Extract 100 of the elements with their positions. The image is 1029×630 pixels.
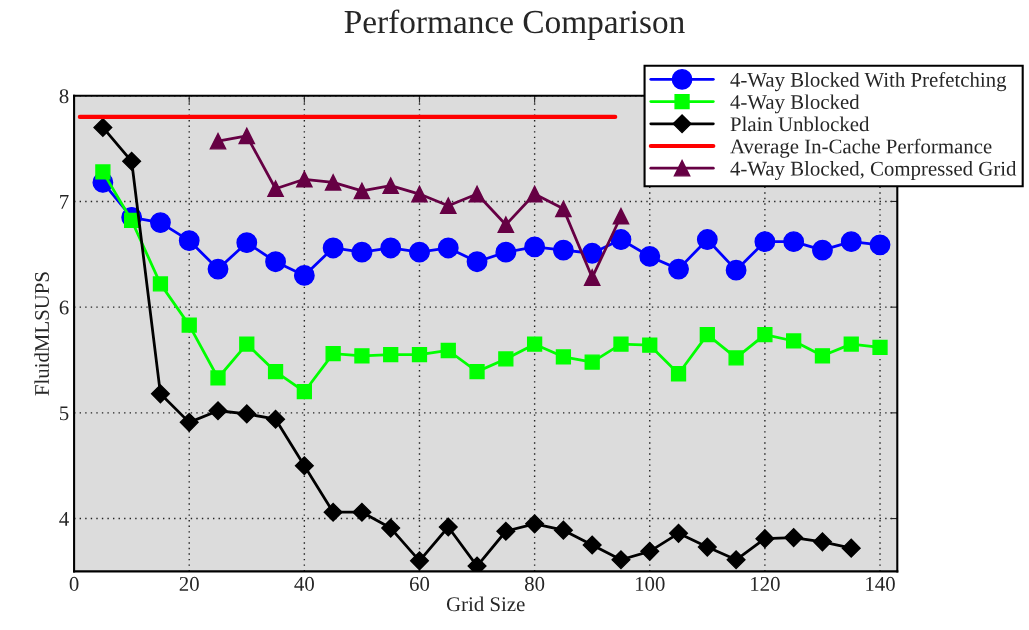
point bbox=[381, 518, 401, 538]
legend-label: 4-Way Blocked, Compressed Grid bbox=[730, 161, 1017, 180]
x-tick-label: 120 bbox=[751, 576, 780, 591]
point bbox=[497, 216, 515, 234]
point bbox=[152, 276, 169, 292]
point bbox=[469, 363, 485, 380]
point bbox=[353, 182, 371, 200]
point bbox=[583, 269, 601, 286]
point bbox=[812, 239, 833, 261]
x-tick-label: 140 bbox=[866, 576, 895, 591]
point bbox=[150, 384, 170, 404]
point bbox=[584, 354, 600, 370]
point bbox=[383, 347, 399, 363]
point bbox=[325, 346, 341, 362]
point bbox=[239, 336, 255, 352]
point bbox=[296, 384, 312, 400]
point bbox=[755, 529, 775, 549]
point bbox=[351, 241, 373, 263]
point bbox=[93, 117, 113, 138]
point bbox=[439, 197, 457, 215]
point bbox=[178, 230, 200, 251]
x-tick-label: 80 bbox=[525, 576, 545, 591]
point bbox=[555, 200, 572, 218]
point bbox=[267, 180, 284, 198]
point bbox=[267, 363, 284, 380]
legend-label: 4-Way Blocked bbox=[730, 94, 860, 114]
point bbox=[466, 251, 488, 273]
point bbox=[524, 236, 546, 258]
point bbox=[323, 502, 343, 522]
point bbox=[411, 347, 428, 363]
point bbox=[382, 177, 400, 194]
point bbox=[582, 535, 602, 555]
x-tick-label: 0 bbox=[69, 576, 79, 591]
point bbox=[296, 170, 313, 188]
point bbox=[293, 265, 315, 286]
point bbox=[210, 370, 226, 386]
point bbox=[352, 502, 372, 522]
point bbox=[440, 342, 456, 359]
point bbox=[526, 185, 543, 203]
x-tick-label: 20 bbox=[179, 576, 199, 591]
point bbox=[553, 520, 573, 540]
point bbox=[668, 258, 689, 280]
point bbox=[208, 401, 228, 421]
point bbox=[786, 333, 802, 349]
point bbox=[699, 327, 715, 343]
point bbox=[209, 132, 227, 150]
point bbox=[613, 336, 629, 352]
point bbox=[784, 528, 804, 548]
point bbox=[324, 174, 342, 191]
x-axis-title: Grid Size bbox=[446, 596, 525, 612]
point bbox=[150, 212, 171, 234]
point bbox=[526, 336, 543, 352]
x-tick-label: 100 bbox=[635, 576, 665, 591]
point bbox=[841, 538, 861, 558]
point bbox=[726, 550, 746, 570]
point bbox=[581, 242, 603, 264]
x-tick-label: 40 bbox=[294, 576, 314, 591]
x-tick-label: 60 bbox=[409, 576, 430, 591]
point bbox=[468, 185, 486, 203]
point bbox=[555, 349, 572, 365]
point bbox=[728, 350, 744, 366]
legend-label: Average In-Cache Performance bbox=[730, 138, 992, 158]
point bbox=[869, 234, 891, 256]
point bbox=[380, 237, 402, 259]
point bbox=[840, 231, 862, 253]
point bbox=[697, 537, 717, 557]
point bbox=[639, 246, 661, 267]
point bbox=[179, 412, 199, 432]
point bbox=[611, 550, 631, 570]
point bbox=[95, 164, 111, 180]
point bbox=[237, 404, 257, 424]
point bbox=[265, 251, 286, 273]
point bbox=[814, 348, 831, 364]
point bbox=[610, 229, 632, 250]
point bbox=[496, 521, 516, 541]
point bbox=[552, 239, 574, 261]
point bbox=[872, 339, 888, 355]
point bbox=[642, 337, 658, 353]
point bbox=[354, 348, 370, 364]
point bbox=[266, 409, 286, 429]
point bbox=[640, 541, 660, 561]
point bbox=[525, 514, 545, 534]
point bbox=[238, 127, 256, 145]
point bbox=[670, 366, 687, 382]
point bbox=[783, 231, 805, 253]
y-tick-label: 8 bbox=[59, 89, 69, 104]
point bbox=[812, 532, 832, 552]
point bbox=[757, 327, 773, 343]
legend-label: Plain Unblocked bbox=[730, 116, 870, 132]
y-tick-label: 5 bbox=[60, 406, 69, 421]
point bbox=[437, 237, 459, 259]
point bbox=[122, 151, 142, 171]
y-tick-label: 4 bbox=[59, 512, 69, 526]
legend-label: 4-Way Blocked With Prefetching bbox=[730, 72, 1007, 92]
y-axis-title: FluidMLSUPS bbox=[34, 272, 50, 396]
point bbox=[612, 207, 630, 225]
point bbox=[696, 229, 718, 250]
point bbox=[409, 551, 430, 571]
y-tick-label: 7 bbox=[60, 195, 69, 209]
point bbox=[843, 336, 859, 352]
